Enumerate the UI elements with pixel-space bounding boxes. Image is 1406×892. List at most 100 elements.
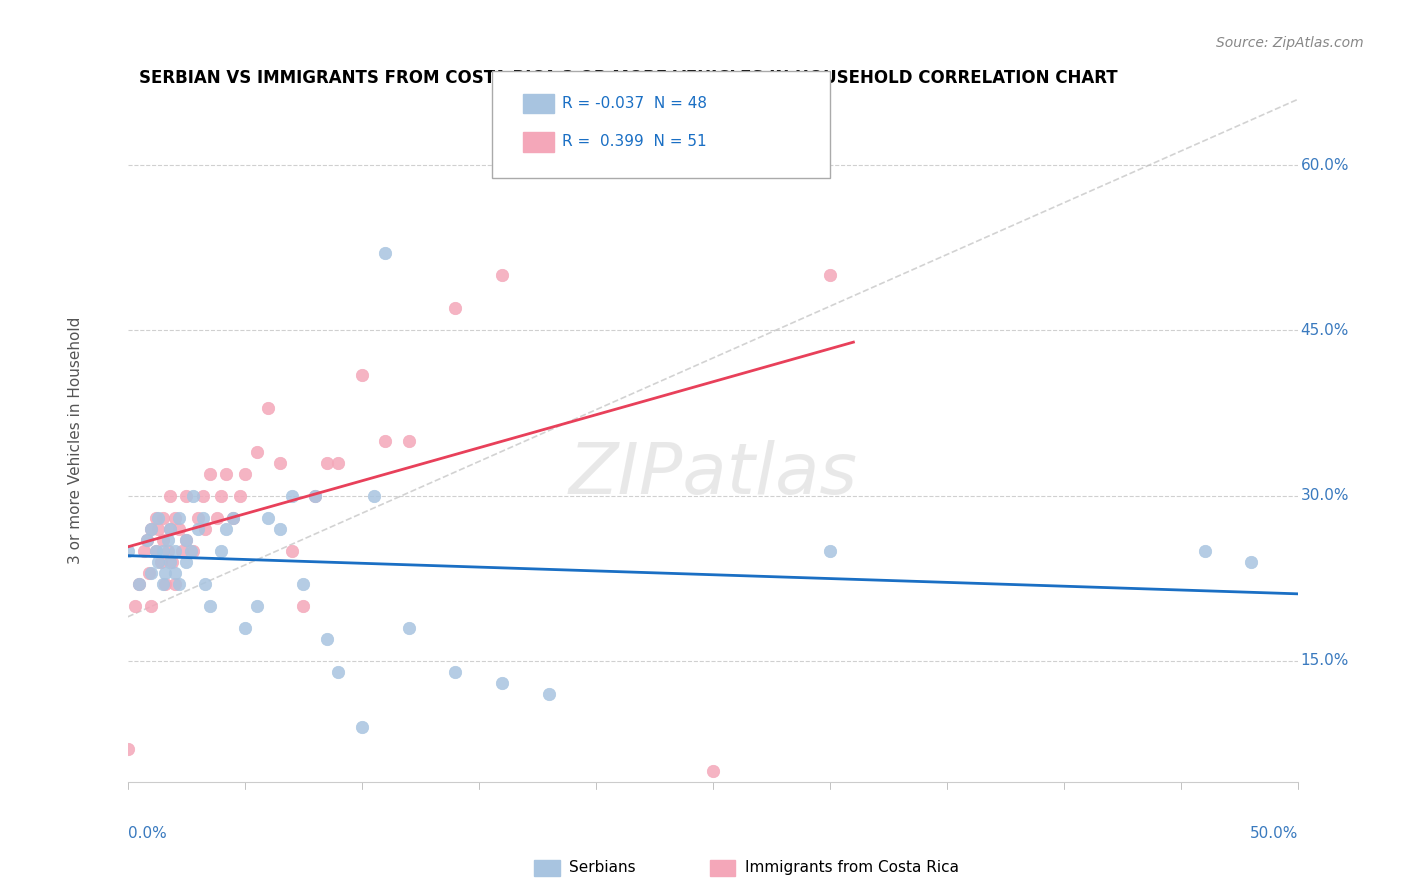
Point bbox=[280, 543, 302, 558]
Point bbox=[194, 576, 217, 591]
Point bbox=[444, 665, 467, 679]
Text: 50.0%: 50.0% bbox=[1250, 826, 1298, 841]
Point bbox=[152, 543, 174, 558]
Point bbox=[163, 510, 186, 524]
Point bbox=[233, 621, 256, 635]
Point bbox=[187, 510, 209, 524]
Point bbox=[187, 522, 209, 536]
Point bbox=[134, 543, 156, 558]
Point bbox=[491, 268, 513, 283]
Text: R = -0.037  N = 48: R = -0.037 N = 48 bbox=[562, 96, 707, 111]
Point bbox=[818, 268, 841, 283]
Point bbox=[174, 555, 197, 569]
Point bbox=[702, 764, 724, 778]
Point bbox=[269, 456, 291, 470]
Point bbox=[257, 401, 280, 415]
Point bbox=[170, 543, 193, 558]
Point bbox=[138, 566, 160, 580]
Point bbox=[1194, 543, 1216, 558]
Text: Source: ZipAtlas.com: Source: ZipAtlas.com bbox=[1216, 36, 1364, 50]
Text: 0.0%: 0.0% bbox=[128, 826, 166, 841]
Point bbox=[205, 510, 228, 524]
Text: 15.0%: 15.0% bbox=[1301, 653, 1348, 668]
Point bbox=[209, 543, 232, 558]
Point bbox=[159, 489, 181, 503]
Point bbox=[149, 555, 172, 569]
Point bbox=[215, 522, 238, 536]
Point bbox=[148, 555, 170, 569]
Point bbox=[304, 489, 326, 503]
Text: SERBIAN VS IMMIGRANTS FROM COSTA RICA 3 OR MORE VEHICLES IN HOUSEHOLD CORRELATIO: SERBIAN VS IMMIGRANTS FROM COSTA RICA 3 … bbox=[139, 69, 1118, 87]
Point bbox=[181, 489, 204, 503]
Point bbox=[398, 621, 420, 635]
Point bbox=[174, 533, 197, 547]
Point bbox=[156, 533, 179, 547]
Point bbox=[174, 489, 197, 503]
Point bbox=[233, 467, 256, 481]
Point bbox=[181, 543, 204, 558]
Point bbox=[1240, 555, 1263, 569]
Point bbox=[257, 510, 280, 524]
Point bbox=[163, 576, 186, 591]
Point bbox=[328, 456, 350, 470]
Point bbox=[145, 543, 167, 558]
Point bbox=[162, 555, 184, 569]
Point bbox=[159, 522, 181, 536]
Point bbox=[155, 576, 177, 591]
Point bbox=[374, 246, 396, 260]
Point bbox=[280, 489, 302, 503]
Point bbox=[141, 522, 163, 536]
Point bbox=[315, 456, 337, 470]
Point bbox=[141, 522, 163, 536]
Point bbox=[198, 599, 221, 613]
Text: Immigrants from Costa Rica: Immigrants from Costa Rica bbox=[745, 861, 959, 875]
Point bbox=[124, 599, 146, 613]
Point bbox=[269, 522, 291, 536]
Text: 30.0%: 30.0% bbox=[1301, 488, 1348, 503]
Point bbox=[159, 555, 181, 569]
Point bbox=[174, 533, 197, 547]
Point bbox=[209, 489, 232, 503]
Point bbox=[491, 676, 513, 690]
Point bbox=[148, 522, 170, 536]
Point bbox=[363, 489, 385, 503]
Point bbox=[198, 467, 221, 481]
Point bbox=[152, 576, 174, 591]
Point bbox=[163, 566, 186, 580]
Point bbox=[117, 543, 139, 558]
Point bbox=[315, 632, 337, 646]
Point bbox=[229, 489, 252, 503]
Point bbox=[135, 533, 157, 547]
Point bbox=[292, 576, 315, 591]
Point bbox=[350, 368, 373, 382]
Point bbox=[128, 576, 150, 591]
Text: 45.0%: 45.0% bbox=[1301, 323, 1348, 338]
Point bbox=[135, 533, 157, 547]
Point bbox=[169, 510, 191, 524]
Point bbox=[163, 543, 186, 558]
Point bbox=[128, 576, 150, 591]
Point bbox=[245, 599, 267, 613]
Text: R =  0.399  N = 51: R = 0.399 N = 51 bbox=[562, 135, 707, 149]
Point bbox=[350, 720, 373, 734]
Point bbox=[148, 510, 170, 524]
Point bbox=[328, 665, 350, 679]
Point bbox=[222, 510, 245, 524]
Point bbox=[304, 489, 326, 503]
Point bbox=[169, 576, 191, 591]
Point bbox=[145, 543, 167, 558]
Point bbox=[155, 566, 177, 580]
Point bbox=[159, 522, 181, 536]
Point bbox=[191, 510, 214, 524]
Point bbox=[141, 599, 163, 613]
Point bbox=[818, 543, 841, 558]
Point bbox=[141, 566, 163, 580]
Point bbox=[117, 742, 139, 756]
Point bbox=[152, 510, 174, 524]
Point bbox=[374, 434, 396, 448]
Point bbox=[169, 522, 191, 536]
Point bbox=[194, 522, 217, 536]
Text: 60.0%: 60.0% bbox=[1301, 158, 1348, 173]
Point bbox=[215, 467, 238, 481]
Point bbox=[222, 510, 245, 524]
